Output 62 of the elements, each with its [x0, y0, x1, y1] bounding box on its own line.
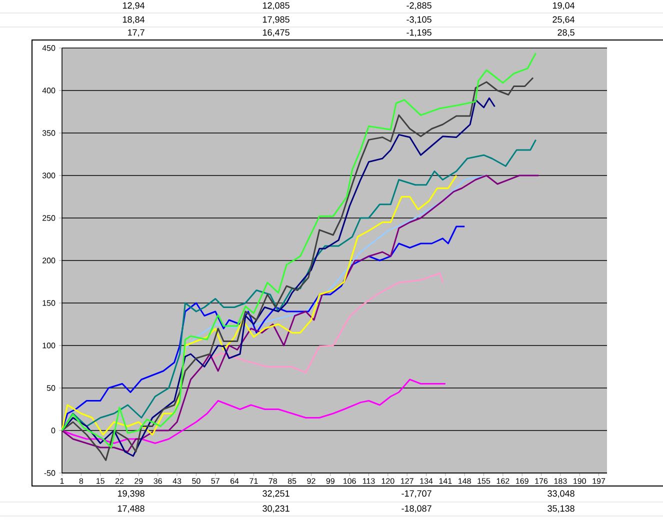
- text: -2,885: [406, 2, 432, 10]
- x-tick-label: 8: [79, 478, 84, 484]
- x-tick-label: 64: [230, 478, 239, 484]
- x-tick-label: 99: [326, 478, 334, 484]
- text: -17,707: [402, 490, 432, 498]
- x-tick-label: 71: [250, 478, 258, 484]
- x-tick-label: 50: [192, 478, 200, 484]
- x-tick-label: 113: [362, 478, 375, 484]
- x-tick-label: 148: [458, 478, 471, 484]
- y-tick-label: 300: [42, 172, 56, 178]
- y-tick-label: 0: [51, 428, 56, 434]
- x-tick-label: 134: [420, 478, 433, 484]
- x-tick-label: 36: [154, 478, 162, 484]
- x-tick-label: 43: [172, 478, 182, 484]
- x-tick-label: 57: [211, 478, 220, 484]
- text: 28,5: [558, 29, 574, 37]
- x-tick-label: 197: [592, 478, 606, 484]
- text: 19,04: [552, 2, 575, 10]
- text: 32,251: [262, 490, 290, 498]
- x-tick-label: 141: [439, 478, 452, 484]
- x-tick-label: 120: [382, 478, 394, 484]
- y-tick-label: 100: [42, 342, 56, 348]
- text: 19,398: [118, 490, 144, 498]
- x-tick-label: 1: [60, 478, 64, 484]
- x-tick-label: 92: [307, 478, 316, 484]
- text: 35,138: [548, 505, 574, 513]
- x-tick-label: 15: [96, 478, 104, 484]
- line-series: [61, 139, 537, 432]
- text: 17,985: [262, 16, 290, 24]
- text: -3,105: [406, 16, 432, 24]
- y-tick-label: -50: [44, 470, 56, 476]
- text: -18,087: [402, 505, 432, 513]
- x-tick-label: 22: [115, 478, 124, 484]
- y-tick-label: 450: [42, 45, 56, 51]
- y-tick-label: 50: [46, 385, 56, 391]
- y-tick-label: 400: [42, 88, 56, 94]
- line-series: [206, 272, 444, 374]
- text: 17,7: [128, 29, 144, 37]
- x-tick-label: 85: [288, 478, 296, 484]
- x-tick-label: 155: [478, 478, 490, 484]
- x-tick-label: 183: [554, 478, 567, 484]
- text: 30,231: [262, 505, 290, 513]
- text: 18,84: [122, 16, 145, 24]
- y-tick-label: 250: [42, 215, 56, 221]
- x-tick-label: 106: [344, 478, 356, 484]
- text: 25,64: [552, 16, 575, 24]
- text: 12,94: [122, 2, 145, 10]
- text: 16,475: [262, 29, 290, 37]
- x-tick-label: 176: [535, 478, 548, 484]
- x-tick-label: 190: [574, 478, 586, 484]
- text: 17,488: [118, 505, 144, 513]
- y-tick-label: 350: [42, 130, 56, 136]
- x-tick-label: 169: [516, 478, 528, 484]
- y-tick-label: 200: [42, 258, 56, 264]
- x-tick-label: 162: [496, 478, 510, 484]
- x-tick-label: 29: [134, 478, 143, 484]
- text: 12,085: [262, 2, 290, 10]
- text: -1,195: [406, 29, 432, 37]
- x-tick-label: 127: [401, 478, 414, 484]
- x-tick-label: 78: [268, 478, 277, 484]
- y-tick-label: 150: [42, 300, 56, 306]
- text: 33,048: [548, 490, 574, 498]
